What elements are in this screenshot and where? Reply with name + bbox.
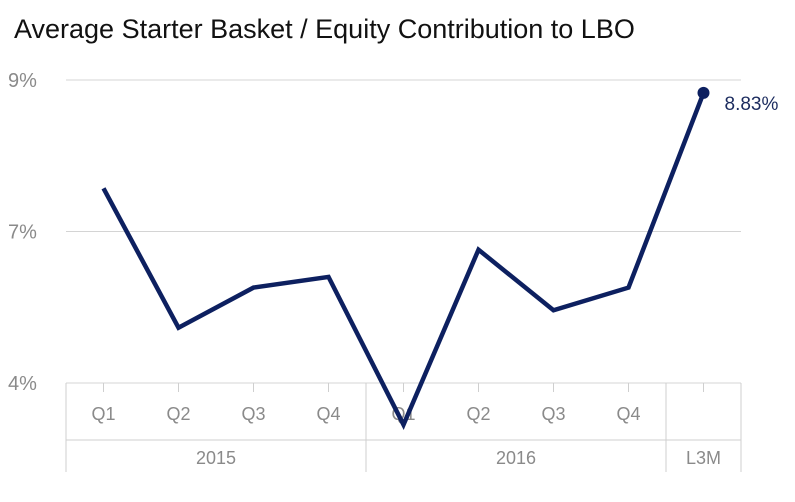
group-label: 2015 xyxy=(196,448,236,468)
chart-title: Average Starter Basket / Equity Contribu… xyxy=(14,14,635,44)
x-tick-label: Q3 xyxy=(541,404,565,424)
data-point-marker xyxy=(697,86,710,99)
data-label: 8.83% xyxy=(725,94,779,115)
x-tick-label: Q2 xyxy=(466,404,490,424)
y-tick-label: 7% xyxy=(8,222,37,244)
series-line xyxy=(101,92,706,431)
y-tick-label: 9% xyxy=(8,70,37,92)
x-tick-label: Q1 xyxy=(91,404,115,424)
group-label: L3M xyxy=(686,448,721,468)
x-tick-label: Q4 xyxy=(616,404,640,424)
x-tick-label: Q2 xyxy=(166,404,190,424)
group-label: 2016 xyxy=(496,448,536,468)
x-tick-label: Q3 xyxy=(241,404,265,424)
x-tick-label: Q4 xyxy=(316,404,340,424)
y-tick-label: 4% xyxy=(8,373,37,395)
